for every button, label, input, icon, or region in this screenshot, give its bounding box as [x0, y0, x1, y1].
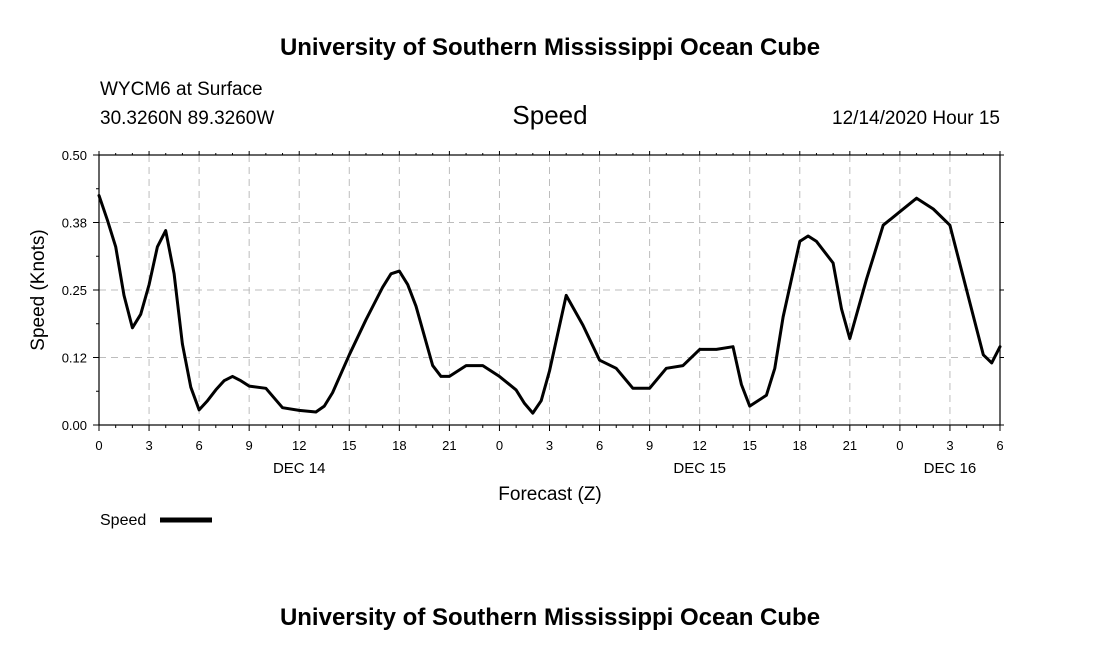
x-tick-label: 15	[742, 438, 756, 453]
y-tick-label: 0.50	[62, 148, 87, 163]
x-tick-label: 12	[692, 438, 706, 453]
x-tick-label: 0	[496, 438, 503, 453]
series-line-speed	[97, 194, 1002, 415]
x-tick-label: 6	[195, 438, 202, 453]
x-tick-label: 15	[342, 438, 356, 453]
y-axis-label: Speed (Knots)	[28, 229, 49, 350]
x-tick-label: 6	[996, 438, 1003, 453]
x-tick-label: 9	[246, 438, 253, 453]
x-tick-label: 0	[896, 438, 903, 453]
run-time-label: 12/14/2020 Hour 15	[832, 108, 1000, 129]
series-layer	[97, 194, 1002, 415]
y-tick-label: 0.38	[62, 216, 87, 231]
y-tick-labels: 0.00 0.12 0.25 0.38 0.50	[62, 148, 87, 433]
date-label: DEC 15	[673, 460, 726, 477]
x-tick-label: 3	[946, 438, 953, 453]
x-tick-label: 3	[145, 438, 152, 453]
x-tick-label: 3	[546, 438, 553, 453]
x-tick-label: 21	[442, 438, 456, 453]
y-tick-label: 0.00	[62, 418, 87, 433]
date-label: DEC 14	[273, 460, 326, 477]
y-tick-label: 0.25	[62, 283, 87, 298]
legend: Speed	[100, 512, 212, 529]
date-labels: DEC 14 DEC 15 DEC 16	[273, 460, 976, 477]
legend-label-speed: Speed	[100, 512, 146, 529]
x-tick-label: 18	[392, 438, 406, 453]
x-tick-label: 21	[843, 438, 857, 453]
x-tick-label: 12	[292, 438, 306, 453]
title-top: University of Southern Mississippi Ocean…	[280, 34, 820, 61]
title-bottom: University of Southern Mississippi Ocean…	[280, 604, 820, 631]
x-tick-label: 9	[646, 438, 653, 453]
x-tick-label: 0	[95, 438, 102, 453]
x-axis-label: Forecast (Z)	[498, 484, 601, 505]
x-tick-label: 18	[793, 438, 807, 453]
x-tick-label: 6	[596, 438, 603, 453]
y-tick-label: 0.12	[62, 351, 87, 366]
x-tick-labels: 0 3 6 9 12 15 18 21 0 3 6 9 12 15 18 21 0 3 6	[95, 438, 1003, 453]
date-label: DEC 16	[924, 460, 977, 477]
axis-ticks	[93, 151, 1004, 431]
location-label: 30.3260N 89.3260W	[100, 108, 274, 129]
chart-title: Speed	[512, 100, 587, 130]
station-label: WYCM6 at Surface	[100, 79, 263, 100]
